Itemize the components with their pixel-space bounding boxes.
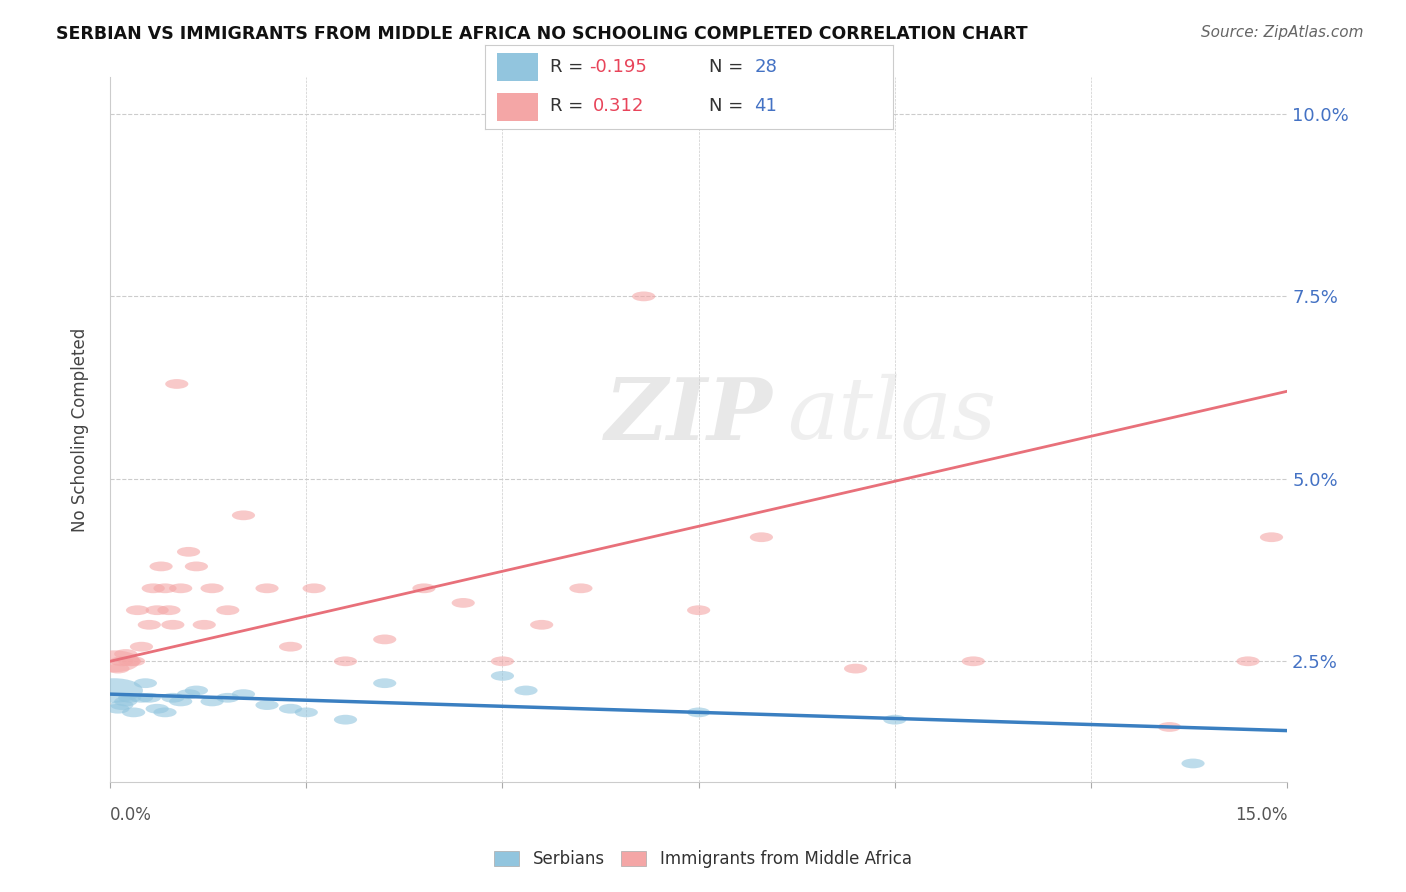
Text: SERBIAN VS IMMIGRANTS FROM MIDDLE AFRICA NO SCHOOLING COMPLETED CORRELATION CHAR: SERBIAN VS IMMIGRANTS FROM MIDDLE AFRICA…	[56, 25, 1028, 43]
Text: 41: 41	[754, 96, 778, 114]
Text: 28: 28	[754, 58, 778, 76]
Text: N =: N =	[710, 96, 749, 114]
Bar	[498, 93, 538, 120]
Text: 0.0%: 0.0%	[110, 806, 152, 824]
Text: atlas: atlas	[787, 374, 995, 457]
Text: 0.312: 0.312	[593, 96, 644, 114]
Text: 15.0%: 15.0%	[1234, 806, 1288, 824]
Text: -0.195: -0.195	[589, 58, 647, 76]
Y-axis label: No Schooling Completed: No Schooling Completed	[72, 327, 89, 532]
Text: Source: ZipAtlas.com: Source: ZipAtlas.com	[1201, 25, 1364, 40]
Text: ZIP: ZIP	[605, 374, 772, 458]
Text: R =: R =	[550, 96, 595, 114]
Text: R =: R =	[550, 58, 589, 76]
Legend: Serbians, Immigrants from Middle Africa: Serbians, Immigrants from Middle Africa	[486, 842, 920, 877]
Bar	[498, 54, 538, 81]
Text: N =: N =	[710, 58, 749, 76]
